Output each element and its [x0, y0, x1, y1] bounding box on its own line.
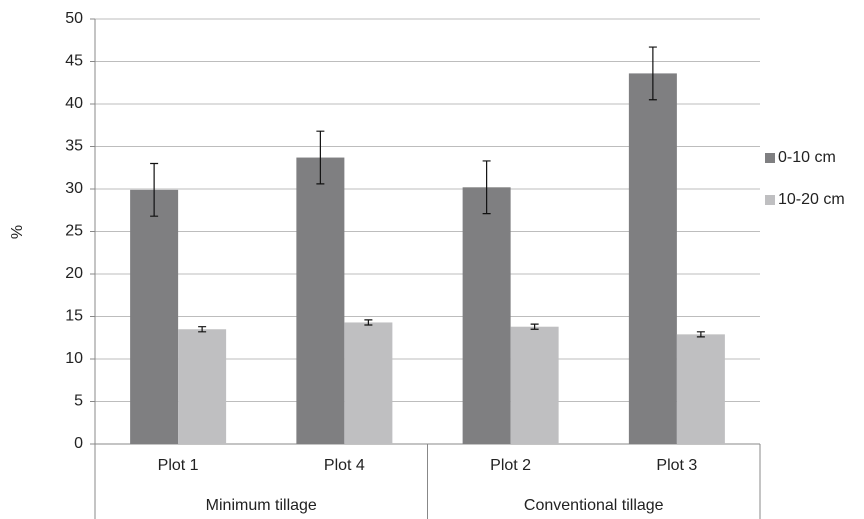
- y-tick-label: 25: [65, 223, 83, 240]
- x-tick-label: Plot 1: [158, 457, 199, 474]
- bar: [462, 187, 511, 445]
- bar: [676, 334, 725, 444]
- y-axis-label: %: [9, 225, 26, 239]
- bar: [510, 326, 559, 444]
- error-bar: [648, 46, 657, 101]
- bar: [628, 73, 677, 445]
- y-tick-label: 45: [65, 53, 83, 70]
- error-bar: [150, 162, 159, 217]
- x-tick-label: Plot 2: [490, 457, 531, 474]
- group-label: Minimum tillage: [206, 497, 317, 514]
- error-bar: [316, 130, 325, 185]
- y-tick-label: 15: [65, 308, 83, 325]
- legend-swatch: [765, 195, 775, 205]
- x-tick-label: Plot 3: [656, 457, 697, 474]
- bar: [296, 157, 345, 445]
- y-tick-label: 20: [65, 265, 83, 282]
- bar: [178, 329, 227, 444]
- group-label: Conventional tillage: [524, 497, 664, 514]
- error-bar: [198, 326, 207, 333]
- y-tick-label: 5: [74, 393, 83, 410]
- bar: [344, 322, 393, 444]
- error-bar: [696, 331, 705, 338]
- bar: [130, 189, 179, 444]
- legend-swatch: [765, 153, 775, 163]
- y-tick-label: 0: [74, 435, 83, 452]
- y-tick-label: 35: [65, 138, 83, 155]
- legend-label: 10-20 cm: [778, 191, 845, 208]
- y-tick-label: 30: [65, 180, 83, 197]
- error-bar: [530, 323, 539, 330]
- y-tick-label: 10: [65, 350, 83, 367]
- legend-label: 0-10 cm: [778, 149, 836, 166]
- y-tick-label: 40: [65, 95, 83, 112]
- error-bar: [482, 160, 491, 215]
- x-tick-label: Plot 4: [324, 457, 365, 474]
- y-tick-label: 50: [65, 10, 83, 27]
- error-bar: [364, 319, 373, 326]
